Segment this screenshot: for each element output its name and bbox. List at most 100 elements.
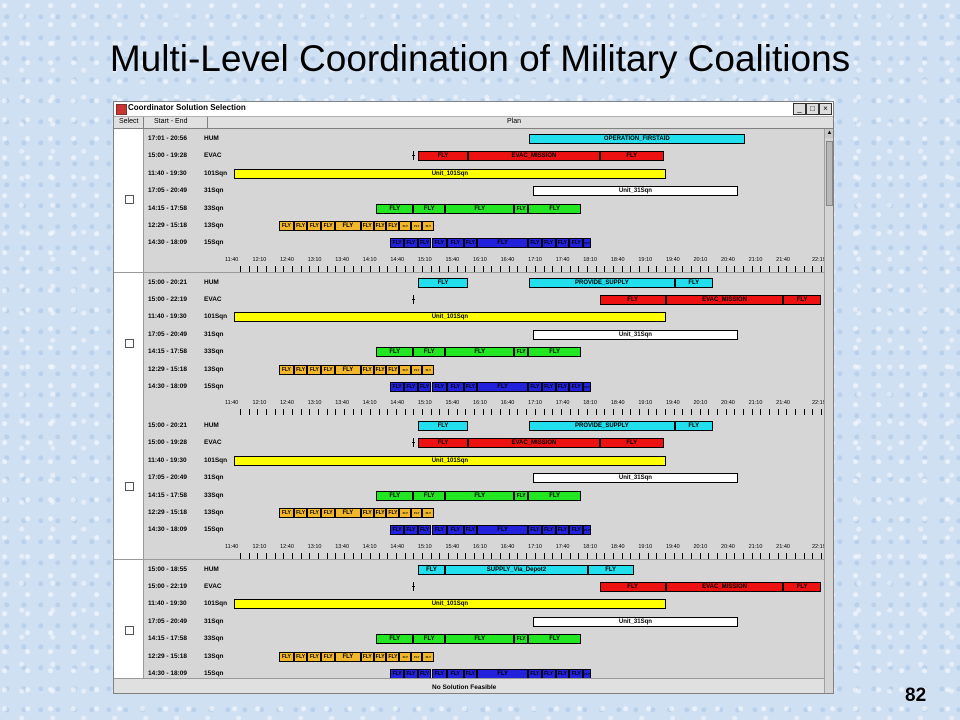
solution-checkbox[interactable] — [125, 625, 134, 635]
gantt-bar[interactable]: FLY — [417, 151, 469, 162]
solution-checkbox[interactable] — [125, 482, 134, 491]
gantt-bar[interactable]: FLY — [783, 294, 821, 305]
gantt-bar[interactable]: FLY — [399, 221, 412, 231]
gantt-bar[interactable]: FLY — [541, 238, 556, 249]
gantt-bar[interactable]: Unit_101Sqn — [234, 312, 666, 323]
gantt-bar[interactable]: FLY — [514, 490, 528, 501]
gantt-bar[interactable]: FLY — [674, 277, 713, 288]
gantt-bar[interactable]: FLY — [386, 364, 400, 375]
gantt-bar[interactable]: FLY — [445, 490, 515, 501]
gantt-bar[interactable]: FLY — [527, 381, 542, 392]
gantt-bar[interactable]: FLY — [583, 381, 592, 392]
gantt-bar[interactable]: FLY — [376, 347, 414, 358]
gantt-bar[interactable]: FLY — [335, 364, 361, 375]
gantt-bar[interactable]: FLY — [411, 651, 423, 662]
gantt-bar[interactable]: FLY — [376, 203, 414, 214]
gantt-bar[interactable]: FLY — [417, 238, 432, 249]
gantt-bar[interactable]: FLY — [335, 508, 361, 518]
gantt-bar[interactable]: PROVIDE_SUPPLY — [528, 421, 675, 431]
gantt-bar[interactable]: FLY — [293, 364, 308, 375]
solution-checkbox[interactable] — [125, 195, 134, 204]
gantt-bar[interactable]: Unit_31Sqn — [532, 186, 739, 197]
gantt-bar[interactable]: FLY — [569, 238, 584, 249]
gantt-bar[interactable]: FLY — [599, 438, 664, 449]
gantt-bar[interactable]: FLY — [445, 203, 515, 214]
gantt-bar[interactable]: FLY — [583, 525, 592, 536]
gantt-bar[interactable]: FLY — [783, 581, 821, 592]
gantt-bar[interactable]: FLY — [307, 651, 322, 662]
gantt-bar[interactable]: FLY — [417, 564, 446, 575]
gantt-bar[interactable]: FLY — [527, 203, 582, 214]
gantt-bar[interactable]: Unit_101Sqn — [234, 455, 666, 466]
gantt-bar[interactable]: FLY — [413, 203, 446, 214]
gantt-bar[interactable]: FLY — [447, 238, 464, 249]
gantt-bar[interactable]: FLY — [417, 525, 432, 536]
gantt-bar[interactable]: FLY — [411, 508, 423, 518]
gantt-bar[interactable]: FLY — [599, 294, 666, 305]
gantt-bar[interactable]: Unit_101Sqn — [234, 599, 666, 610]
gantt-bar[interactable]: FLY — [583, 238, 592, 249]
gantt-bar[interactable]: FLY — [335, 651, 361, 662]
gantt-bar[interactable]: FLY — [373, 651, 387, 662]
scroll-up-icon[interactable]: ▲ — [825, 129, 833, 138]
gantt-bar[interactable]: FLY — [555, 381, 570, 392]
gantt-bar[interactable]: FLY — [279, 508, 294, 518]
gantt-bar[interactable]: FLY — [555, 238, 570, 249]
gantt-bar[interactable]: FLY — [390, 525, 404, 536]
gantt-bar[interactable]: FLY — [477, 381, 528, 392]
gantt-bar[interactable]: FLY — [527, 347, 582, 358]
gantt-bar[interactable]: FLY — [386, 221, 400, 231]
gantt-bar[interactable]: FLY — [399, 651, 412, 662]
gantt-bar[interactable]: EVAC_MISSION — [468, 438, 600, 449]
gantt-bar[interactable]: FLY — [403, 525, 418, 536]
gantt-bar[interactable]: FLY — [321, 221, 336, 231]
gantt-bar[interactable]: FLY — [527, 525, 542, 536]
maximize-button[interactable]: □ — [806, 103, 819, 115]
gantt-bar[interactable]: FLY — [431, 525, 448, 536]
gantt-bar[interactable]: FLY — [413, 347, 446, 358]
gantt-bar[interactable]: FLY — [422, 508, 435, 518]
gantt-bar[interactable]: FLY — [463, 238, 478, 249]
gantt-bar[interactable]: PROVIDE_SUPPLY — [528, 277, 675, 288]
gantt-bar[interactable]: FLY — [279, 221, 294, 231]
gantt-bar[interactable]: FLY — [293, 651, 308, 662]
gantt-bar[interactable]: FLY — [445, 347, 515, 358]
gantt-bar[interactable]: FLY — [403, 238, 418, 249]
gantt-bar[interactable]: FLY — [390, 238, 404, 249]
gantt-bar[interactable]: FLY — [413, 634, 446, 645]
gantt-bar[interactable]: FLY — [431, 238, 448, 249]
gantt-bar[interactable]: FLY — [403, 381, 418, 392]
gantt-bar[interactable]: FLY — [373, 221, 387, 231]
gantt-bar[interactable]: FLY — [422, 221, 435, 231]
gantt-bar[interactable]: FLY — [417, 277, 469, 288]
gantt-bar[interactable]: SUPPLY_Via_Depot2 — [445, 564, 588, 575]
gantt-bar[interactable]: FLY — [527, 634, 582, 645]
gantt-bar[interactable]: FLY — [321, 508, 336, 518]
gantt-bar[interactable]: FLY — [321, 364, 336, 375]
gantt-bar[interactable]: FLY — [541, 381, 556, 392]
gantt-bar[interactable]: FLY — [307, 221, 322, 231]
gantt-bar[interactable]: FLY — [447, 381, 464, 392]
gantt-bar[interactable]: FLY — [411, 364, 423, 375]
gantt-bar[interactable]: FLY — [390, 381, 404, 392]
gantt-bar[interactable]: FLY — [599, 581, 666, 592]
gantt-bar[interactable]: FLY — [541, 525, 556, 536]
column-header-start-end[interactable]: Start - End — [154, 118, 188, 125]
gantt-bar[interactable]: FLY — [307, 508, 322, 518]
gantt-bar[interactable]: FLY — [376, 634, 414, 645]
gantt-bar[interactable]: Unit_31Sqn — [532, 616, 739, 627]
gantt-bar[interactable]: FLY — [321, 651, 336, 662]
scroll-thumb[interactable] — [826, 141, 833, 206]
column-header-select[interactable]: Select — [119, 118, 139, 125]
gantt-bar[interactable]: FLY — [422, 651, 435, 662]
gantt-bar[interactable]: FLY — [386, 508, 400, 518]
gantt-bar[interactable]: FLY — [417, 421, 469, 431]
gantt-bar[interactable]: FLY — [293, 508, 308, 518]
gantt-bar[interactable]: FLY — [422, 364, 435, 375]
gantt-bar[interactable]: FLY — [569, 381, 584, 392]
gantt-bar[interactable]: FLY — [417, 381, 432, 392]
gantt-bar[interactable]: FLY — [477, 525, 528, 536]
gantt-bar[interactable]: FLY — [587, 564, 634, 575]
gantt-bar[interactable]: FLY — [463, 525, 478, 536]
gantt-bar[interactable]: FLY — [413, 490, 446, 501]
